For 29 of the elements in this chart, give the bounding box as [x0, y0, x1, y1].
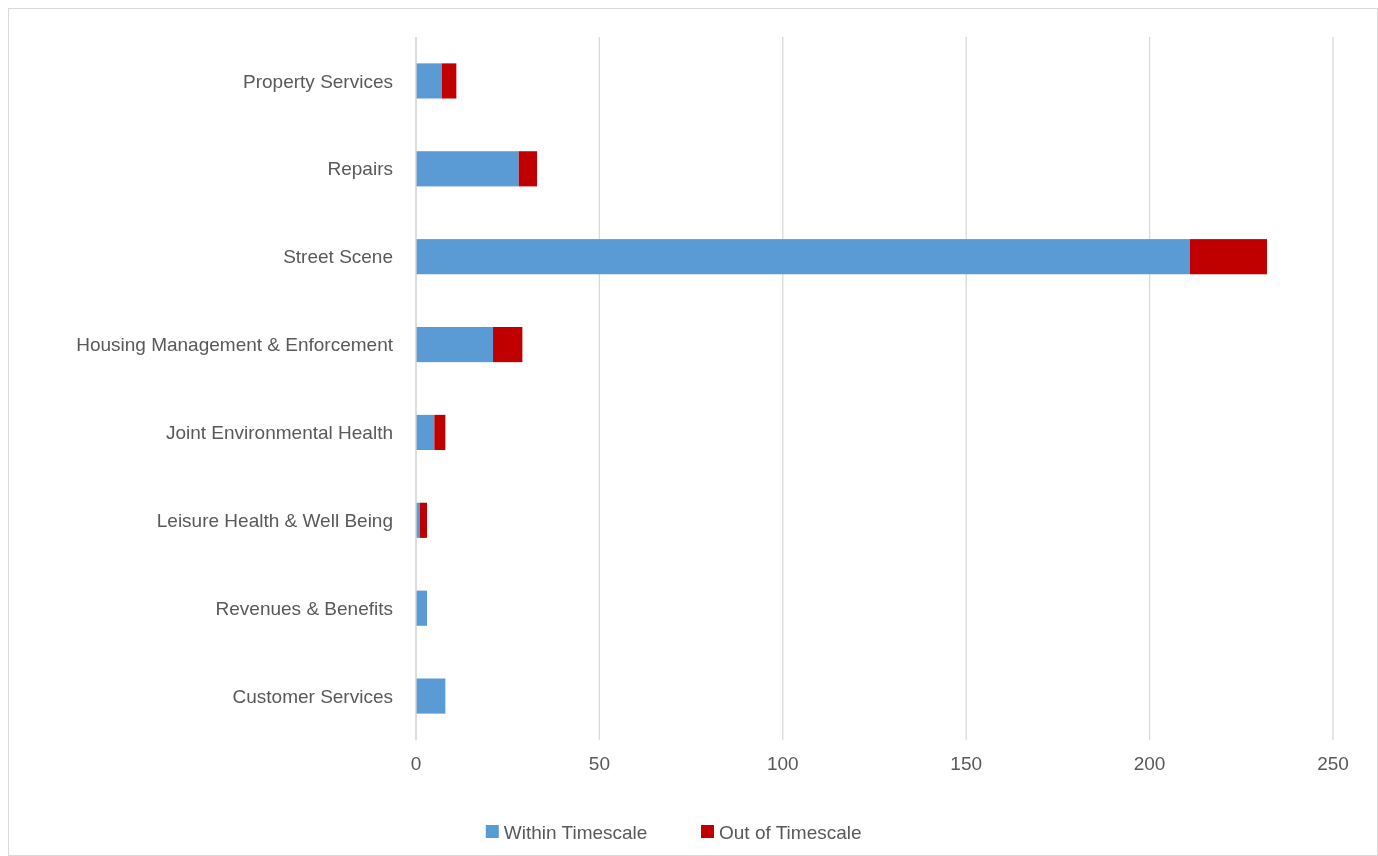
- y-tick-label: Leisure Health & Well Being: [156, 509, 393, 531]
- y-tick-label: Street Scene: [283, 246, 393, 268]
- y-tick-label: Joint Environmental Health: [165, 422, 393, 444]
- bar: [416, 326, 494, 363]
- bar: [441, 63, 457, 99]
- x-tick-label: 250: [1317, 753, 1349, 774]
- bar: [416, 239, 1190, 275]
- y-tick-label: Revenues & Benefits: [215, 597, 393, 619]
- bar: [416, 590, 427, 626]
- x-tick-label: 0: [410, 753, 422, 774]
- bar: [493, 326, 523, 363]
- bar: [416, 151, 519, 187]
- bar: [518, 151, 538, 187]
- legend-label: Out of Timescale: [719, 821, 862, 843]
- y-tick-label: Housing Management & Enforcement: [76, 334, 394, 356]
- y-tick-label: Property Services: [243, 70, 393, 92]
- bar: [416, 678, 446, 714]
- x-tick-label: 100: [766, 753, 799, 774]
- bar: [1189, 239, 1267, 275]
- x-tick-label: 50: [588, 753, 610, 774]
- bar: [419, 502, 427, 538]
- bar: [434, 414, 446, 451]
- bar: [416, 414, 435, 451]
- x-tick-label: 200: [1133, 753, 1166, 774]
- y-tick-label: Customer Services: [232, 685, 393, 707]
- y-tick-label: Repairs: [327, 158, 393, 180]
- x-tick-label: 150: [950, 753, 983, 774]
- bar: [416, 63, 442, 99]
- legend-label: Within Timescale: [503, 821, 648, 843]
